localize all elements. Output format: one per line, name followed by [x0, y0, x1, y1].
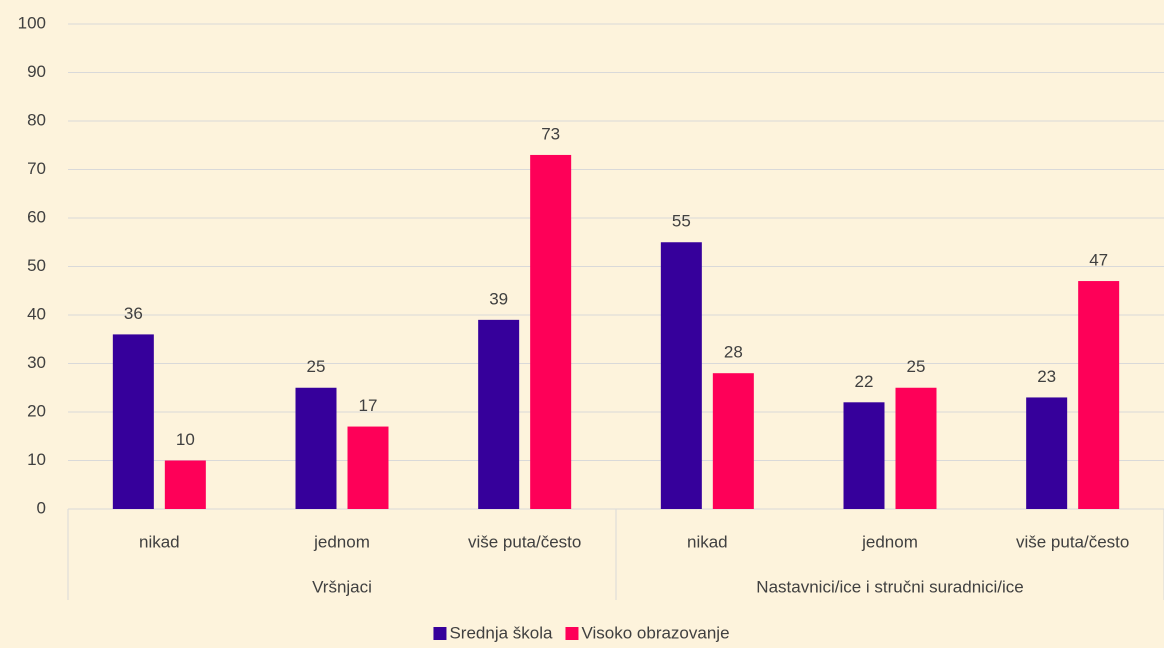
y-tick-label: 10 — [27, 450, 46, 469]
x-tick-label: nikad — [687, 532, 728, 551]
bar — [295, 387, 337, 509]
bar — [478, 319, 520, 509]
x-tick-label: nikad — [139, 532, 180, 551]
y-tick-label: 20 — [27, 401, 46, 420]
bar — [660, 242, 702, 509]
bar — [164, 460, 206, 509]
y-tick-label: 30 — [27, 353, 46, 372]
data-label: 22 — [855, 372, 874, 391]
y-tick-label: 90 — [27, 62, 46, 81]
data-label: 55 — [672, 212, 691, 231]
bar — [347, 426, 389, 509]
bar — [112, 334, 154, 509]
data-label: 39 — [489, 289, 508, 308]
data-label: 17 — [359, 396, 378, 415]
legend-label: Visoko obrazovanje — [581, 623, 729, 642]
y-tick-label: 40 — [27, 304, 46, 323]
x-tick-label: jednom — [861, 532, 918, 551]
y-tick-label: 50 — [27, 256, 46, 275]
data-label: 28 — [724, 343, 743, 362]
y-tick-label: 80 — [27, 110, 46, 129]
data-label: 36 — [124, 304, 143, 323]
data-label: 23 — [1037, 367, 1056, 386]
data-label: 47 — [1089, 251, 1108, 270]
bar — [1078, 281, 1120, 509]
bar — [1026, 397, 1068, 509]
data-label: 73 — [541, 124, 560, 143]
y-tick-label: 100 — [18, 13, 46, 32]
x-tick-label: više puta/često — [468, 532, 581, 551]
y-tick-label: 0 — [37, 498, 46, 517]
bar — [530, 154, 572, 509]
bar — [843, 402, 885, 509]
x-tick-label: jednom — [313, 532, 370, 551]
y-tick-label: 70 — [27, 159, 46, 178]
y-tick-label: 60 — [27, 207, 46, 226]
group-label: Nastavnici/ice i stručni suradnici/ice — [756, 577, 1023, 596]
group-label: Vršnjaci — [312, 577, 372, 596]
bar — [895, 387, 937, 509]
x-tick-label: više puta/često — [1016, 532, 1129, 551]
legend-swatch — [565, 627, 579, 640]
legend-label: Srednja škola — [449, 623, 553, 642]
legend-swatch — [433, 627, 447, 640]
data-label: 25 — [307, 357, 326, 376]
data-label: 25 — [907, 357, 926, 376]
data-label: 10 — [176, 430, 195, 449]
bar — [712, 373, 754, 509]
